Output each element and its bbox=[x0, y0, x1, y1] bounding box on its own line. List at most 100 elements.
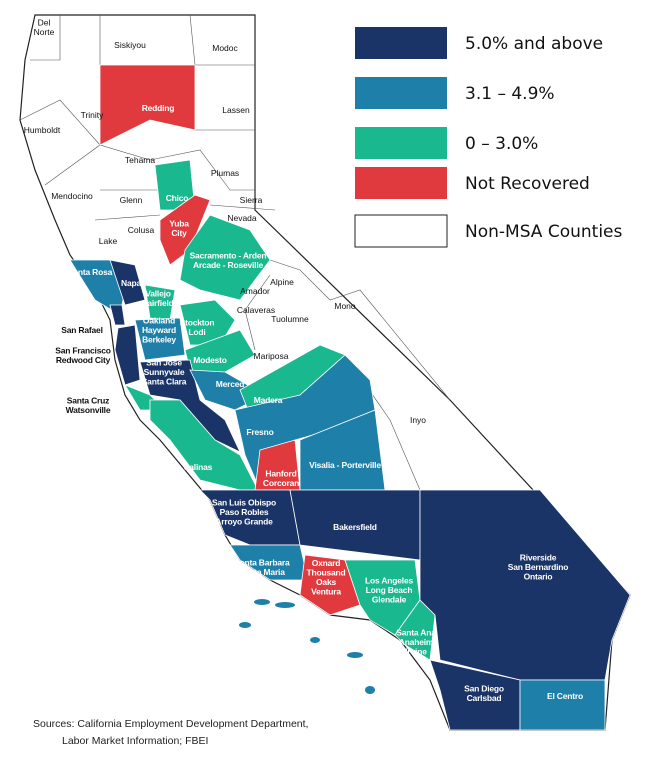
county-label-line: Del bbox=[38, 17, 51, 27]
county-label-line: Mendocino bbox=[51, 191, 93, 201]
county-label: Siskiyou bbox=[114, 40, 146, 50]
msa-label: Santa Ana Anaheim Irvine bbox=[396, 628, 436, 657]
msa-region bbox=[179, 299, 236, 346]
msa-label-line: Napa bbox=[121, 278, 141, 288]
msa-region bbox=[109, 304, 126, 326]
county-label: Mendocino bbox=[51, 191, 93, 201]
legend-label: Non-MSA Counties bbox=[465, 222, 623, 242]
county-label: Colusa bbox=[128, 225, 155, 235]
msa-label-line: Arcade - Roseville bbox=[193, 260, 264, 270]
msa-label-line: Ontario bbox=[524, 572, 553, 582]
msa-label-line: San Luis Obispo bbox=[212, 498, 276, 508]
msa-label: Modesto bbox=[193, 355, 227, 365]
msa-label-line: Hanford bbox=[265, 468, 296, 478]
county-label-line: Mariposa bbox=[254, 351, 289, 361]
county-label: Modoc bbox=[212, 43, 238, 53]
county-label-line: Tuolumne bbox=[271, 314, 309, 324]
msa-label: Sacramento - Arden Arcade - Roseville bbox=[190, 250, 267, 270]
msa-region bbox=[429, 659, 521, 731]
msa-region bbox=[394, 599, 436, 661]
msa-label-line: Anaheim bbox=[399, 637, 434, 647]
msa-label: San Francisco Redwood City bbox=[55, 345, 111, 365]
county-label: Lake bbox=[99, 236, 118, 246]
msa-region bbox=[134, 317, 186, 361]
msa-region bbox=[229, 544, 309, 581]
msa-label-line: Santa Ana bbox=[396, 628, 436, 638]
msa-label-line: Thousand bbox=[306, 567, 345, 577]
county-label: Tuolumne bbox=[271, 314, 309, 324]
msa-label-line: Arroyo Grande bbox=[215, 517, 273, 527]
msa-label-line: Berkeley bbox=[142, 335, 176, 345]
msa-label: Riverside San Bernardino Ontario bbox=[508, 553, 569, 582]
county-label: Humboldt bbox=[24, 125, 61, 135]
msa-label: San Jose Sunnyvale Santa Clara bbox=[142, 358, 187, 387]
legend: 5.0% and above 3.1 – 4.9% 0 – 3.0% Not Reco… bbox=[354, 27, 623, 248]
msa-label-line: Redwood City bbox=[56, 355, 111, 365]
msa-label-line: Oakland bbox=[143, 316, 175, 326]
msa-label: Fresno bbox=[246, 427, 273, 437]
legend-label: 5.0% and above bbox=[465, 34, 603, 54]
msa-label-line: Vallejo bbox=[145, 288, 171, 298]
msa-region bbox=[519, 679, 606, 731]
msa-label: Oakland Hayward Berkeley bbox=[142, 316, 176, 345]
county-label-line: Nevada bbox=[227, 213, 257, 223]
county-label-line: Humboldt bbox=[24, 125, 61, 135]
msa-label-line: Hayward bbox=[142, 325, 176, 335]
msa-label-line: Sacramento - Arden bbox=[190, 250, 267, 260]
msa-label-line: Watsonville bbox=[66, 405, 111, 415]
msa-label-line: Sunnyvale bbox=[144, 367, 185, 377]
msa-label-line: Carlsbad bbox=[467, 693, 502, 703]
msa-label: San Rafael bbox=[61, 325, 102, 335]
msa-label: Santa Rosa bbox=[68, 267, 113, 277]
county-label-line: Siskiyou bbox=[114, 40, 146, 50]
county-label: Lassen bbox=[222, 105, 250, 115]
source-line: Labor Market Information; FBEI bbox=[62, 735, 208, 747]
msa-label-line: Visalia - Porterville bbox=[309, 460, 381, 470]
msa-label-line: Los Angeles bbox=[365, 576, 413, 586]
county-label: Mariposa bbox=[254, 351, 289, 361]
county-label-line: Norte bbox=[34, 27, 55, 37]
county-label-line: Glenn bbox=[120, 195, 143, 205]
county-label-line: Inyo bbox=[410, 415, 426, 425]
msa-label-line: Paso Robles bbox=[220, 507, 269, 517]
county-label-line: Colusa bbox=[128, 225, 155, 235]
county-label-line: Sierra bbox=[240, 195, 263, 205]
msa-label-line: Modesto bbox=[193, 355, 227, 365]
regions bbox=[69, 64, 631, 731]
msa-label: Madera bbox=[254, 395, 283, 405]
msa-label-line: Yuba bbox=[169, 218, 189, 228]
msa-label-line: San Francisco bbox=[55, 345, 111, 355]
msa-label-line: Ventura bbox=[311, 586, 341, 596]
msa-label: El Centro bbox=[547, 691, 583, 701]
msa-label: Napa bbox=[121, 278, 141, 288]
msa-label-line: Santa Barbara bbox=[234, 557, 290, 567]
county-label: Calaveras bbox=[237, 305, 275, 315]
msa-region bbox=[419, 489, 631, 681]
county-label: Trinity bbox=[81, 110, 105, 120]
msa-label-line: Lodi bbox=[188, 327, 205, 337]
msa-label-line: Riverside bbox=[520, 553, 557, 563]
county-label: Alpine bbox=[270, 277, 294, 287]
islands bbox=[239, 599, 375, 694]
legend-swatch bbox=[355, 167, 447, 199]
msa-label: Santa Cruz Watsonville bbox=[66, 395, 111, 415]
county-label: Nevada bbox=[227, 213, 257, 223]
msa-label: Vallejo Fairfield bbox=[142, 288, 173, 308]
county-label: Tehama bbox=[125, 155, 156, 165]
msa-label-line: Oaks bbox=[316, 577, 336, 587]
county-label: Mono bbox=[334, 301, 356, 311]
msa-label-line: Redding bbox=[142, 103, 175, 113]
msa-label-line: Bakersfield bbox=[333, 522, 377, 532]
county-label: Sierra bbox=[240, 195, 263, 205]
msa-label-line: Madera bbox=[254, 395, 283, 405]
legend-swatch bbox=[354, 214, 448, 248]
county-label-line: Trinity bbox=[81, 110, 105, 120]
msa-label-line: San Rafael bbox=[61, 325, 102, 335]
msa-label-line: Salinas bbox=[184, 462, 213, 472]
source-line: Sources: California Employment Developme… bbox=[33, 718, 308, 730]
msa-label: Redding bbox=[142, 103, 175, 113]
msa-label-line: Glendale bbox=[372, 595, 407, 605]
msa-label-line: Chico bbox=[166, 193, 189, 203]
county-label-line: Alpine bbox=[270, 277, 294, 287]
